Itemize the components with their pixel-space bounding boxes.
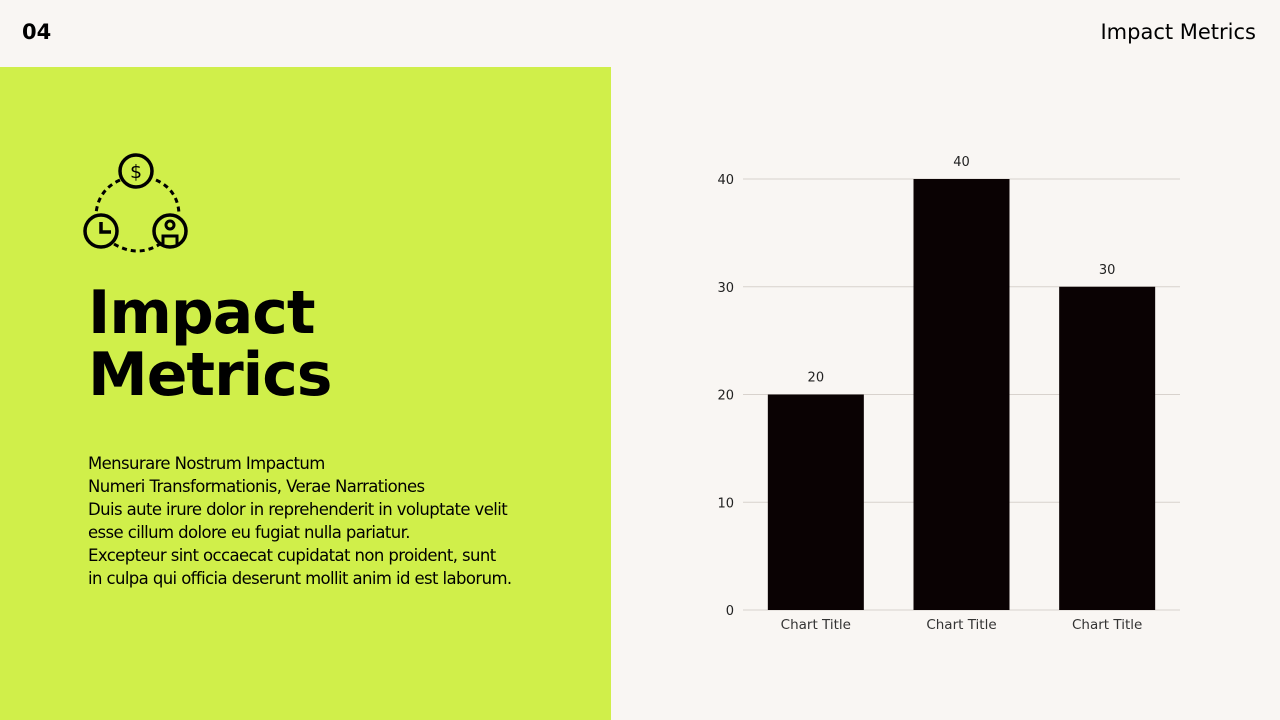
person-icon (152, 213, 188, 249)
dollar-icon: $ (130, 161, 142, 183)
dollar-clock-person-cycle-icon: $ (83, 153, 188, 253)
left-panel (0, 67, 611, 720)
x-tick-label: Chart Title (1072, 617, 1142, 633)
y-tick-label: 40 (717, 173, 734, 188)
header-title: Impact Metrics (1100, 20, 1256, 44)
body-text: Mensurare Nostrum Impactum Numeri Transf… (88, 452, 512, 590)
body-line: Duis aute irure dolor in reprehenderit i… (88, 500, 508, 519)
body-line: in culpa qui officia deserunt mollit ani… (88, 569, 512, 588)
x-tick-label: Chart Title (781, 617, 851, 633)
y-tick-label: 30 (717, 281, 734, 296)
body-line: Numeri Transformationis, Verae Narration… (88, 477, 425, 496)
y-tick-label: 0 (726, 604, 734, 619)
slide-number: 04 (22, 20, 52, 44)
page-title: Impact Metrics (88, 278, 333, 410)
data-label: 40 (953, 155, 970, 170)
y-tick-label: 20 (717, 389, 734, 404)
clock-icon (83, 213, 119, 249)
title-line: Metrics (88, 340, 333, 410)
bar (913, 179, 1010, 610)
bar (1059, 286, 1156, 610)
body-line: esse cillum dolore eu fugiat nulla paria… (88, 523, 411, 542)
bar (767, 394, 864, 610)
title-line: Impact (88, 278, 316, 348)
y-tick-label: 10 (717, 496, 734, 511)
data-label: 30 (1099, 263, 1116, 278)
x-tick-label: Chart Title (926, 617, 996, 633)
body-line: Excepteur sint occaecat cupidatat non pr… (88, 546, 496, 565)
body-line: Mensurare Nostrum Impactum (88, 454, 325, 473)
data-label: 20 (808, 371, 825, 386)
